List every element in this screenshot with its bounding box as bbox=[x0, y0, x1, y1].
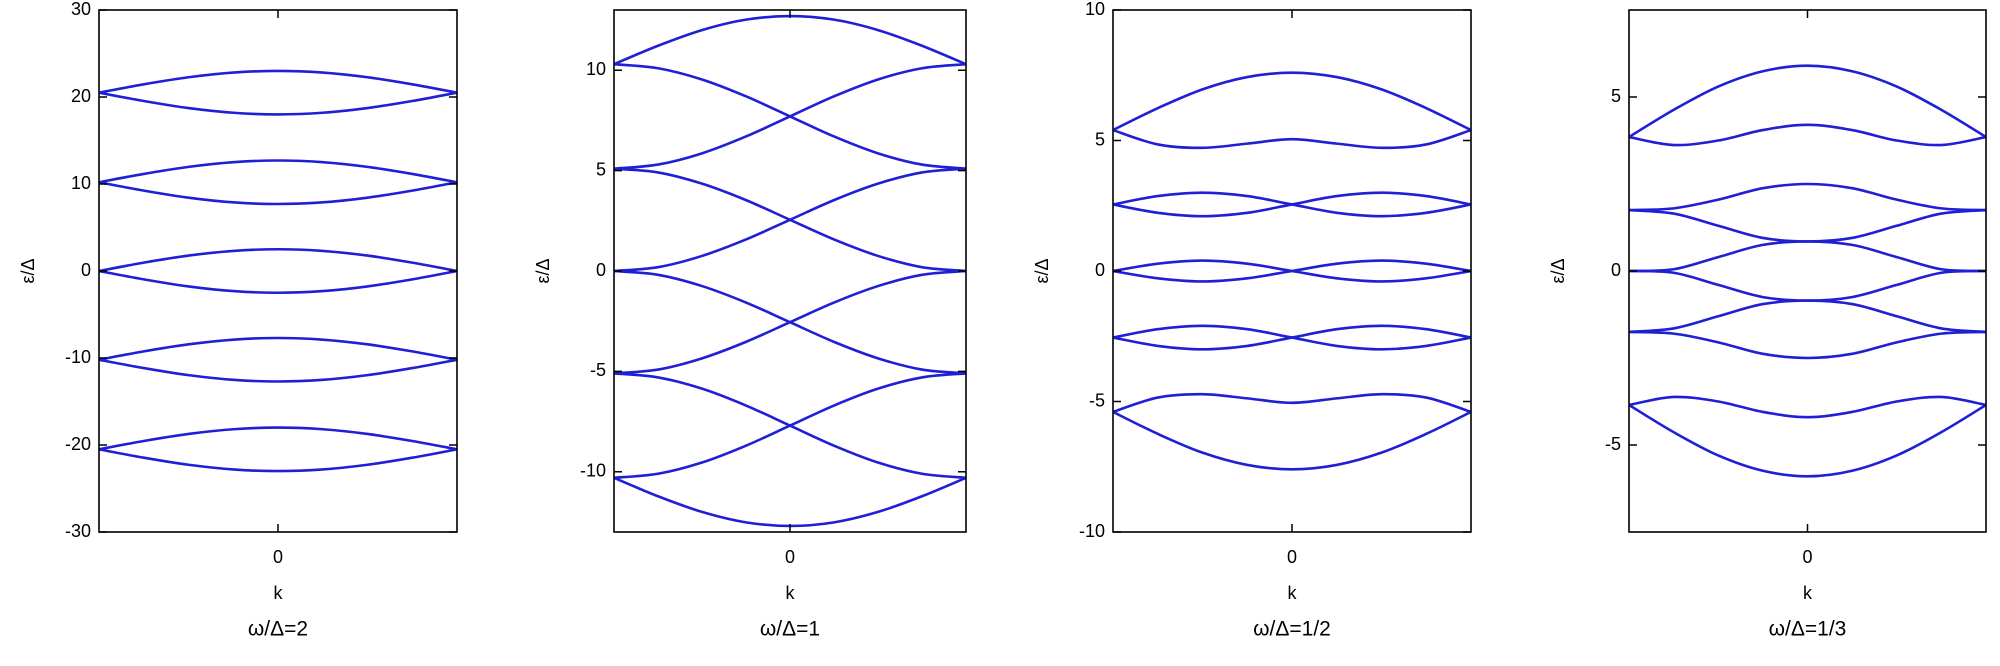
y-tick-label: -10 bbox=[65, 347, 91, 367]
band-line bbox=[99, 448, 457, 473]
y-tick-label: -30 bbox=[65, 521, 91, 541]
band-line bbox=[1629, 240, 1986, 273]
band-line bbox=[1629, 269, 1986, 302]
y-tick-label: -10 bbox=[1079, 521, 1105, 541]
panel-title: ω/Δ=1 bbox=[760, 618, 820, 641]
y-tick-label: 10 bbox=[1085, 0, 1105, 19]
y-tick-label: -5 bbox=[590, 360, 606, 380]
y-axis-label: ε/Δ bbox=[18, 258, 38, 283]
band-line bbox=[99, 180, 457, 206]
y-tick-label: 30 bbox=[71, 0, 91, 19]
band-line bbox=[1629, 403, 1986, 478]
y-axis-label: ε/Δ bbox=[533, 258, 553, 283]
band-line bbox=[614, 14, 966, 66]
band-line bbox=[99, 69, 457, 94]
x-tick-label: 0 bbox=[1287, 547, 1297, 567]
y-tick-label: 10 bbox=[71, 173, 91, 193]
band-line bbox=[1113, 191, 1471, 218]
band-line bbox=[1113, 71, 1471, 132]
y-tick-label: -20 bbox=[65, 434, 91, 454]
x-tick-label: 0 bbox=[1802, 547, 1812, 567]
y-tick-label: 0 bbox=[81, 260, 91, 280]
y-tick-label: -5 bbox=[1089, 390, 1105, 410]
band-line bbox=[99, 247, 457, 273]
plot-area bbox=[1113, 71, 1471, 471]
band-line bbox=[99, 426, 457, 451]
plot-area bbox=[99, 69, 457, 473]
band-line bbox=[1629, 330, 1986, 360]
x-axis-label: k bbox=[274, 583, 284, 603]
band-line bbox=[614, 62, 966, 170]
band-line bbox=[614, 476, 966, 528]
x-tick-label: 0 bbox=[785, 547, 795, 567]
band-line bbox=[1629, 64, 1986, 139]
y-tick-label: 5 bbox=[1095, 129, 1105, 149]
y-tick-label: 10 bbox=[586, 59, 606, 79]
band-line bbox=[1629, 123, 1986, 147]
y-tick-label: 5 bbox=[596, 159, 606, 179]
y-tick-label: 20 bbox=[71, 86, 91, 106]
band-line bbox=[1113, 324, 1471, 351]
y-tick-label: 0 bbox=[1095, 260, 1105, 280]
band-line bbox=[99, 159, 457, 184]
y-axis-label: ε/Δ bbox=[1032, 258, 1052, 283]
band-line bbox=[614, 167, 966, 273]
plot-frame bbox=[613, 9, 967, 533]
y-tick-label: 5 bbox=[1611, 86, 1621, 106]
plot-frame bbox=[1628, 9, 1987, 533]
band-line bbox=[1113, 128, 1471, 150]
panel-title: ω/Δ=1/2 bbox=[1253, 618, 1331, 641]
band-line bbox=[99, 358, 457, 383]
band-line bbox=[614, 372, 966, 480]
y-tick-label: -5 bbox=[1605, 434, 1621, 454]
band-line bbox=[99, 269, 457, 295]
band-line bbox=[1113, 392, 1471, 414]
x-tick-label: 0 bbox=[273, 547, 283, 567]
y-tick-label: -10 bbox=[580, 461, 606, 481]
plot-area bbox=[1629, 64, 1986, 478]
panel-title: ω/Δ=1/3 bbox=[1769, 618, 1847, 641]
y-tick-label: 0 bbox=[596, 260, 606, 280]
band-line bbox=[614, 269, 966, 375]
panel-title: ω/Δ=2 bbox=[248, 618, 308, 641]
band-line bbox=[99, 91, 457, 116]
y-tick-label: 0 bbox=[1611, 260, 1621, 280]
band-line bbox=[1629, 208, 1986, 243]
x-axis-label: k bbox=[1803, 583, 1813, 603]
x-axis-label: k bbox=[786, 583, 796, 603]
band-line bbox=[1113, 410, 1471, 471]
band-line bbox=[1629, 299, 1986, 334]
band-line bbox=[1113, 259, 1471, 283]
band-line bbox=[99, 336, 457, 362]
x-axis-label: k bbox=[1288, 583, 1298, 603]
y-axis-label: ε/Δ bbox=[1548, 258, 1568, 283]
plot-area bbox=[614, 14, 966, 528]
plot-frame bbox=[98, 9, 458, 533]
band-line bbox=[1629, 182, 1986, 212]
band-line bbox=[1629, 395, 1986, 419]
